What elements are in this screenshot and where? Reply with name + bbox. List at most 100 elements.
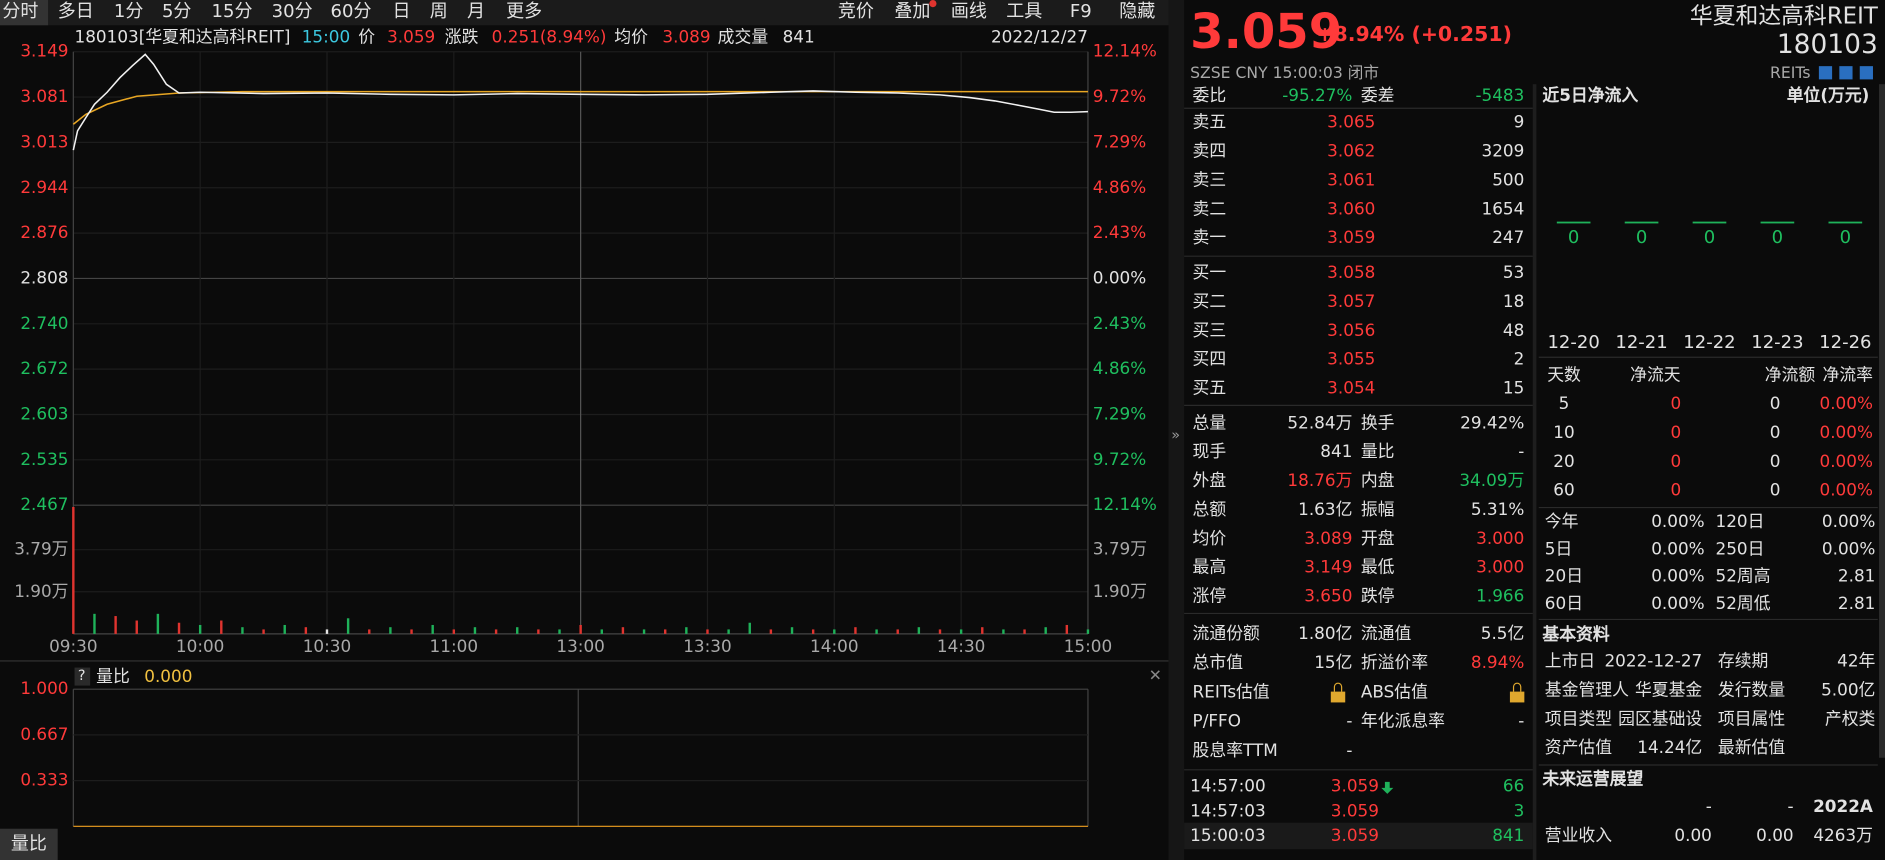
trade-price: 3.059 xyxy=(1331,776,1379,796)
edit-icon[interactable] xyxy=(1818,66,1833,80)
price-tick: 2.808 xyxy=(20,267,68,287)
field-label: 总量 xyxy=(1193,412,1227,432)
field-label: 流通份额 xyxy=(1193,623,1260,643)
collapse-icon[interactable]: » xyxy=(1171,427,1180,443)
price-tick: 2.535 xyxy=(20,449,68,469)
security-name: 华夏和达高科REIT xyxy=(1690,3,1879,29)
period-tab[interactable]: 5分 xyxy=(162,1,191,22)
period-tab[interactable]: 周 xyxy=(430,1,448,22)
column-header: - xyxy=(1788,796,1794,816)
notify-dot xyxy=(929,0,937,8)
field-label: 跌停 xyxy=(1361,586,1395,606)
lock-icon xyxy=(1330,691,1346,703)
tool-button[interactable]: 画线 xyxy=(951,1,987,22)
book-label: 卖四 xyxy=(1193,141,1227,161)
market-meta: SZSE CNY 15:00:03 闭市 xyxy=(1190,63,1379,82)
flow-bar xyxy=(1556,221,1591,224)
header-change-label: 涨跌 xyxy=(445,26,479,46)
period-tab[interactable]: 60分 xyxy=(331,1,372,22)
book-label: 买一 xyxy=(1193,262,1227,282)
period-tab[interactable]: 分时 xyxy=(2,1,38,22)
volume-bar xyxy=(452,629,456,634)
field-value: 52.84万 xyxy=(1287,412,1352,432)
field-label: 委比 xyxy=(1193,85,1227,105)
field-label: 现手 xyxy=(1193,441,1227,461)
pct-tick: 4.86% xyxy=(1093,358,1146,378)
scrollbar[interactable] xyxy=(1878,84,1885,758)
field-value: - xyxy=(1346,711,1352,731)
field-label: P/FFO xyxy=(1193,711,1241,731)
tool-button[interactable]: 竞价 xyxy=(838,1,874,22)
flow-value: 0 xyxy=(1772,227,1783,248)
flow-value: 0 xyxy=(1636,227,1647,248)
tool-button[interactable]: 叠加 xyxy=(894,1,930,22)
field-value: 841 xyxy=(1320,441,1352,461)
help-box[interactable] xyxy=(74,667,91,686)
divider xyxy=(0,660,1169,662)
trade-time: 15:00:03 xyxy=(1190,825,1266,845)
period-tab[interactable]: 月 xyxy=(467,1,485,22)
field-label: 均价 xyxy=(1193,528,1227,548)
field-value: 5.5亿 xyxy=(1481,623,1525,643)
volume-bar xyxy=(727,629,730,634)
add-icon[interactable] xyxy=(1859,66,1873,80)
time-tick: 10:30 xyxy=(303,636,351,656)
book-label: 买五 xyxy=(1193,378,1227,398)
table-cell: 4263万 xyxy=(1813,825,1873,845)
volume-bar xyxy=(241,627,244,634)
book-volume: 48 xyxy=(1503,320,1524,340)
field-value: -95.27% xyxy=(1282,85,1352,105)
volume-bar xyxy=(621,627,625,634)
active-tab xyxy=(0,0,49,26)
period-tab[interactable]: 30分 xyxy=(272,1,313,22)
book-price: 3.062 xyxy=(1327,141,1375,161)
period-tab[interactable]: 1分 xyxy=(114,1,143,22)
book-label: 买二 xyxy=(1193,291,1227,311)
table-cell: 0 xyxy=(1670,393,1681,413)
volume-bar xyxy=(473,627,477,634)
table-cell: 60 xyxy=(1553,480,1574,500)
header-avg-label: 均价 xyxy=(614,26,648,46)
home-icon[interactable] xyxy=(1839,66,1853,80)
tool-button[interactable]: 隐藏 xyxy=(1119,1,1155,22)
pct-tick: 7.29% xyxy=(1093,131,1146,151)
volume-tick: 1.90万 xyxy=(14,581,68,601)
field-value: - xyxy=(1518,441,1524,461)
table-header: 净流天 xyxy=(1630,364,1681,384)
volume-bar xyxy=(304,627,308,634)
volume-bar xyxy=(875,629,878,634)
table-cell: 0 xyxy=(1670,480,1681,500)
header-price: 3.059 xyxy=(387,26,435,46)
period-tab[interactable]: 更多 xyxy=(506,1,542,22)
field-label: 最高 xyxy=(1193,557,1227,577)
volume-bar xyxy=(325,629,329,634)
book-label: 卖二 xyxy=(1193,198,1227,218)
flow-date: 12-21 xyxy=(1615,332,1667,353)
book-price: 3.054 xyxy=(1327,378,1375,398)
help-icon[interactable]: ? xyxy=(78,668,86,684)
period-tab[interactable]: 多日 xyxy=(58,1,94,22)
bottom-tab[interactable]: 量比 xyxy=(11,833,47,854)
flow-date: 12-22 xyxy=(1683,332,1735,353)
field-label: 项目属性 xyxy=(1718,708,1785,728)
field-label: 基金管理人 xyxy=(1545,679,1629,699)
volume-tick: 3.79万 xyxy=(14,539,68,559)
indicator-value: 0.000 xyxy=(144,666,192,686)
field-value: 2022-12-27 xyxy=(1604,651,1702,671)
trade-price: 3.059 xyxy=(1331,800,1379,820)
period-tab[interactable]: 日 xyxy=(393,1,411,22)
field-label: 流通值 xyxy=(1361,623,1412,643)
field-label: 项目类型 xyxy=(1545,708,1612,728)
tool-button[interactable]: F9 xyxy=(1070,1,1092,22)
price-tick: 3.149 xyxy=(20,41,68,61)
section-title: 未来运营展望 xyxy=(1542,768,1643,788)
volume-bar xyxy=(494,629,498,634)
volume-bar xyxy=(389,627,392,634)
tool-button[interactable]: 工具 xyxy=(1006,1,1042,22)
flow-value: 0 xyxy=(1840,227,1851,248)
period-tab[interactable]: 15分 xyxy=(212,1,253,22)
trade-volume: 841 xyxy=(1492,825,1524,845)
close-icon[interactable]: ✕ xyxy=(1149,665,1162,684)
field-value: 14.24亿 xyxy=(1637,737,1702,757)
bottom-tab-bg[interactable] xyxy=(0,828,58,860)
